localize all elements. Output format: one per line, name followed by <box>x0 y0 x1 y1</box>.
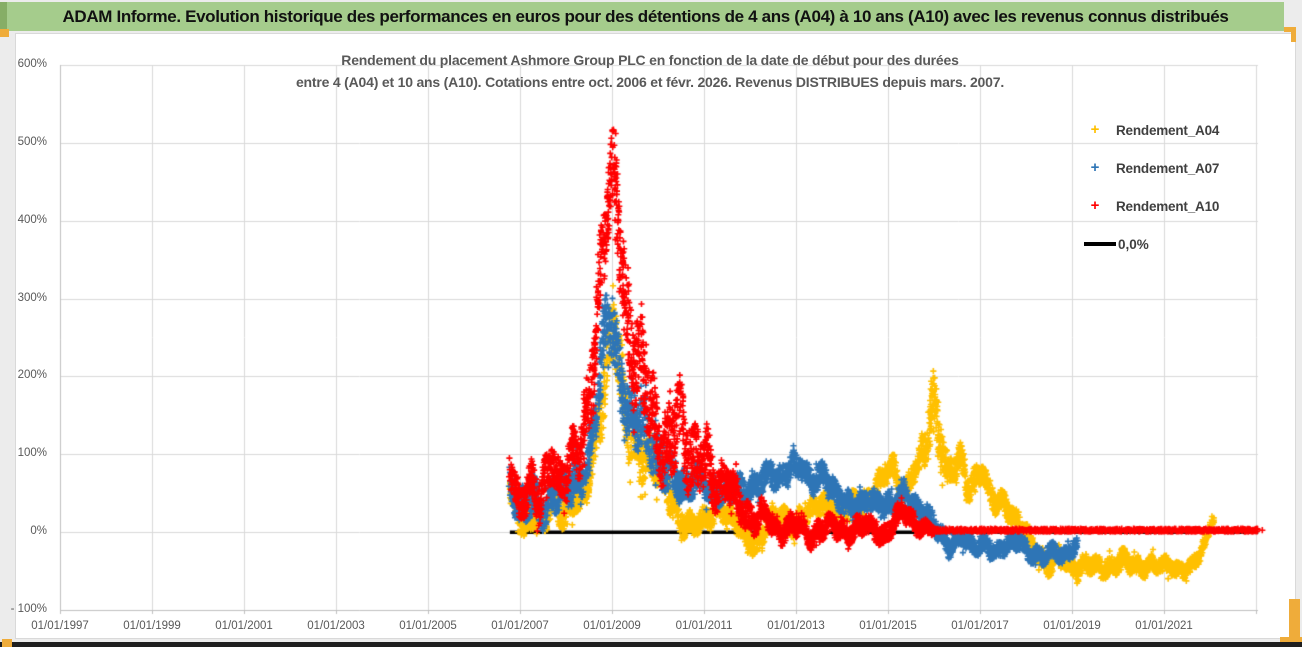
plus-marker-icon: + <box>1090 197 1100 214</box>
x-tick-label: 01/01/2013 <box>767 620 825 632</box>
legend-label: Rendement_A10 <box>1116 198 1220 214</box>
chart-title-line2: entre 4 (A04) et 10 ans (A10). Cotations… <box>295 74 1005 90</box>
gold-accent-left <box>0 29 9 37</box>
chart-legend: + Rendement_A04 + Rendement_A07 + Rendem… <box>1084 120 1259 272</box>
y-tick-label: - 100% <box>10 603 47 615</box>
gold-accent-bottom-left <box>2 639 12 647</box>
gold-accent-top-right-2 <box>1291 27 1296 42</box>
legend-item-a10[interactable]: + Rendement_A10 <box>1084 196 1259 216</box>
y-axis-labels: 600% 500% 400% 300% 200% 100% 0% - 100% <box>0 0 49 647</box>
line-sample-icon <box>1084 242 1116 246</box>
x-tick-label: 01/01/2019 <box>1043 620 1101 632</box>
x-tick-label: 01/01/1999 <box>123 620 181 632</box>
x-tick-label: 01/01/1997 <box>31 620 89 632</box>
x-tick-label: 01/01/2011 <box>675 620 733 632</box>
y-tick-label: 500% <box>17 135 47 148</box>
x-tick-label: 01/01/2009 <box>583 620 641 632</box>
y-tick-label: 200% <box>17 369 47 382</box>
x-tick-label: 01/01/2003 <box>307 620 365 632</box>
y-tick-label: 400% <box>17 213 47 226</box>
legend-item-a07[interactable]: + Rendement_A07 <box>1084 158 1259 178</box>
x-tick-label: 01/01/2021 <box>1135 620 1193 632</box>
y-tick-label: 300% <box>17 291 47 304</box>
header-banner: ADAM Informe. Evolution historique des p… <box>0 2 1284 31</box>
legend-item-a04[interactable]: + Rendement_A04 <box>1084 120 1259 140</box>
y-tick-label: 100% <box>17 447 47 460</box>
header-title: ADAM Informe. Evolution historique des p… <box>62 6 1229 26</box>
legend-label: 0,0% <box>1118 236 1149 252</box>
x-tick-label: 01/01/2017 <box>951 620 1009 632</box>
chart-title[interactable]: Rendement du placement Ashmore Group PLC… <box>150 49 1150 93</box>
x-tick-label: 01/01/2015 <box>859 620 917 632</box>
y-tick-label: 600% <box>17 58 47 70</box>
chart-title-line1: Rendement du placement Ashmore Group PLC… <box>341 52 959 68</box>
y-tick-label: 0% <box>30 525 47 538</box>
plus-marker-icon: + <box>1090 159 1100 176</box>
plus-marker-icon: + <box>1090 121 1100 138</box>
legend-label: Rendement_A07 <box>1116 160 1220 176</box>
gold-accent-bottom-right <box>1289 599 1300 645</box>
legend-item-zero-line[interactable]: 0,0% <box>1084 234 1259 254</box>
x-tick-label: 01/01/2005 <box>399 620 457 632</box>
gold-accent-bottom-right-foot <box>1280 637 1302 646</box>
gold-accent-top-right <box>1284 27 1296 32</box>
x-tick-label: 01/01/2007 <box>491 620 549 632</box>
legend-label: Rendement_A04 <box>1116 122 1220 138</box>
x-tick-label: 01/01/2001 <box>215 620 273 632</box>
bottom-bar <box>0 642 1302 647</box>
